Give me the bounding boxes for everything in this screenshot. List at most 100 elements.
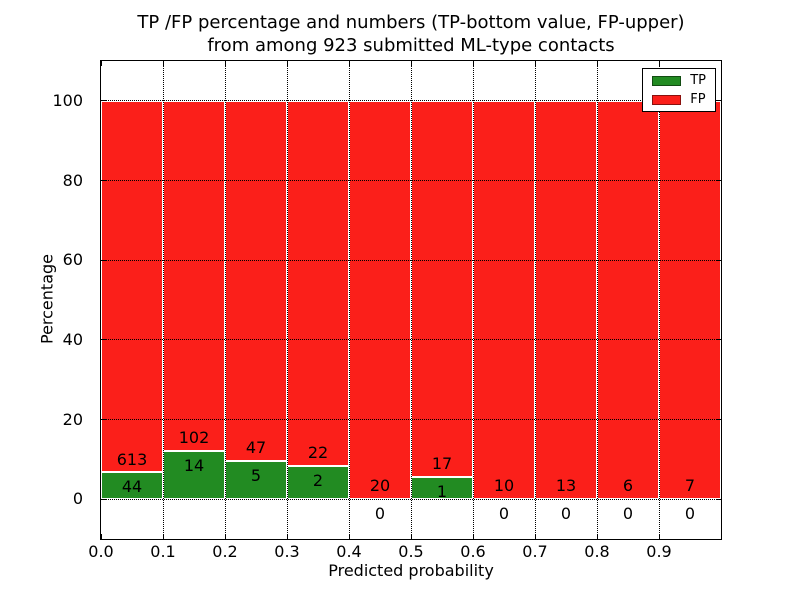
- ytick-label-20: 20: [62, 409, 83, 429]
- xtick-bottom-0.7: [534, 534, 536, 539]
- xtick-label-0.9: 0.9: [646, 542, 672, 561]
- bar-segment-fp-7: [535, 100, 597, 500]
- legend-label-fp: FP: [690, 92, 706, 107]
- ytick-right-40: [716, 339, 721, 341]
- xtick-top-0.7: [534, 61, 536, 66]
- plot-area: 613 44 102 14 47 5 22 2 20 0 17 1 10 0 13 0 6 0 7 0 TP FP: [100, 60, 722, 540]
- gridline-x-0.8: [596, 61, 598, 539]
- legend-swatch-fp-icon: [652, 94, 682, 105]
- xtick-top-0.1: [162, 61, 164, 66]
- bar-segment-tp-3: [287, 465, 349, 500]
- bar-label-tp-4: 0: [374, 503, 386, 523]
- gridline-x-0.6: [472, 61, 474, 539]
- xtick-bottom-0.4: [348, 534, 350, 539]
- bar-label-fp-8: 6: [622, 476, 634, 496]
- bar-segment-fp-1: [163, 100, 225, 452]
- grid-layer: [101, 61, 721, 539]
- bar-segment-fp-5: [411, 100, 473, 478]
- ytick-left-80: [101, 180, 106, 181]
- ytick-right-60: [716, 259, 721, 261]
- bars-layer: [101, 61, 721, 539]
- bar-label-fp-9: 7: [684, 476, 696, 496]
- gridline-x-0.9: [658, 61, 660, 539]
- chart-title-line1: TP /FP percentage and numbers (TP-bottom…: [137, 12, 685, 33]
- ytick-left-60: [101, 259, 106, 261]
- ytick-label-40: 40: [62, 329, 83, 349]
- x-tick-labels: 0.0 0.1 0.2 0.3 0.4 0.5 0.6 0.7 0.8 0.9: [88, 542, 721, 564]
- xtick-bottom-0.1: [162, 534, 164, 539]
- xtick-bottom-0.5: [410, 534, 412, 539]
- bar-segment-tp-0: [101, 472, 163, 500]
- xtick-top-0: [100, 61, 102, 66]
- legend-swatch-tp-icon: [652, 75, 682, 86]
- ytick-right-100: [716, 100, 721, 102]
- bar-label-tp-5: 1: [436, 481, 448, 501]
- xtick-label-0.6: 0.6: [460, 542, 486, 561]
- bar-segment-fp-2: [225, 100, 287, 461]
- ytick-label-100: 100: [52, 90, 83, 110]
- xtick-top-0.2: [224, 61, 226, 66]
- bar-segment-fp-6: [473, 100, 535, 500]
- ytick-left-20: [101, 419, 106, 420]
- ytick-label-80: 80: [62, 170, 83, 190]
- xtick-label-0.0: 0.0: [88, 542, 114, 561]
- bar-label-tp-7: 0: [560, 503, 572, 523]
- xtick-top-0.6: [472, 61, 474, 66]
- xtick-label-0.8: 0.8: [584, 542, 610, 561]
- bar-label-tp-2: 5: [250, 465, 262, 485]
- bar-label-fp-2: 47: [245, 438, 267, 458]
- xtick-bottom-0.9: [658, 534, 660, 539]
- ytick-right-0: [716, 498, 721, 500]
- bar-label-fp-0: 613: [116, 449, 148, 469]
- ytick-left-100: [101, 100, 106, 102]
- xtick-bottom-0.2: [224, 534, 226, 539]
- bar-label-tp-6: 0: [498, 503, 510, 523]
- ytick-left-40: [101, 339, 106, 341]
- bar-label-fp-5: 17: [431, 454, 453, 474]
- bar-segment-fp-4: [349, 100, 411, 500]
- bar-label-tp-9: 0: [684, 503, 696, 523]
- xtick-bottom-0.8: [596, 534, 598, 539]
- xtick-top-0.4: [348, 61, 350, 66]
- bar-label-tp-8: 0: [622, 503, 634, 523]
- gridline-x-0.5: [410, 61, 412, 539]
- xtick-label-0.4: 0.4: [336, 542, 362, 561]
- x-axis-label: Predicted probability: [328, 561, 494, 580]
- bar-segment-tp-2: [225, 460, 287, 500]
- ytick-left-0: [101, 498, 106, 500]
- xtick-bottom-0.3: [286, 534, 288, 539]
- ticks-layer: [100, 61, 721, 539]
- bar-label-tp-1: 14: [183, 455, 205, 475]
- xtick-top-0.3: [286, 61, 288, 66]
- bar-label-fp-4: 20: [369, 476, 391, 496]
- xtick-top-0.5: [410, 61, 412, 66]
- xtick-bottom-0: [100, 534, 102, 539]
- legend-item-fp: FP: [652, 93, 706, 106]
- gridline-x-0.1: [162, 61, 164, 539]
- bar-label-fp-7: 13: [555, 476, 577, 496]
- bar-segment-fp-8: [597, 100, 659, 500]
- bar-segment-fp-3: [287, 100, 349, 466]
- xtick-label-0.7: 0.7: [522, 542, 548, 561]
- chart-title-line2: from among 923 submitted ML-type contact…: [207, 35, 615, 56]
- ytick-label-0: 0: [72, 489, 83, 509]
- xtick-bottom-0.6: [472, 534, 474, 539]
- bar-label-fp-1: 102: [178, 428, 210, 448]
- xtick-top-0.9: [658, 61, 660, 66]
- bar-label-fp-6: 10: [493, 476, 515, 496]
- chart-title: TP /FP percentage and numbers (TP-bottom…: [100, 11, 722, 57]
- xtick-label-0.3: 0.3: [274, 542, 300, 561]
- bar-label-tp-3: 2: [312, 470, 324, 490]
- y-tick-labels: 0 20 40 60 80 100: [0, 61, 92, 539]
- bar-segment-fp-0: [101, 100, 163, 473]
- gridline-x-0.3: [286, 61, 288, 539]
- legend-item-tp: TP: [652, 74, 706, 87]
- bar-label-tp-0: 44: [121, 477, 143, 497]
- legend-label-tp: TP: [690, 73, 706, 88]
- gridline-x-0.4: [348, 61, 350, 539]
- gridline-x-0.7: [534, 61, 536, 539]
- bar-labels-layer: 613 44 102 14 47 5 22 2 20 0 17 1 10 0 13 0 6 0 7 0: [101, 61, 721, 539]
- xtick-label-0.5: 0.5: [398, 542, 424, 561]
- ytick-label-60: 60: [62, 250, 83, 270]
